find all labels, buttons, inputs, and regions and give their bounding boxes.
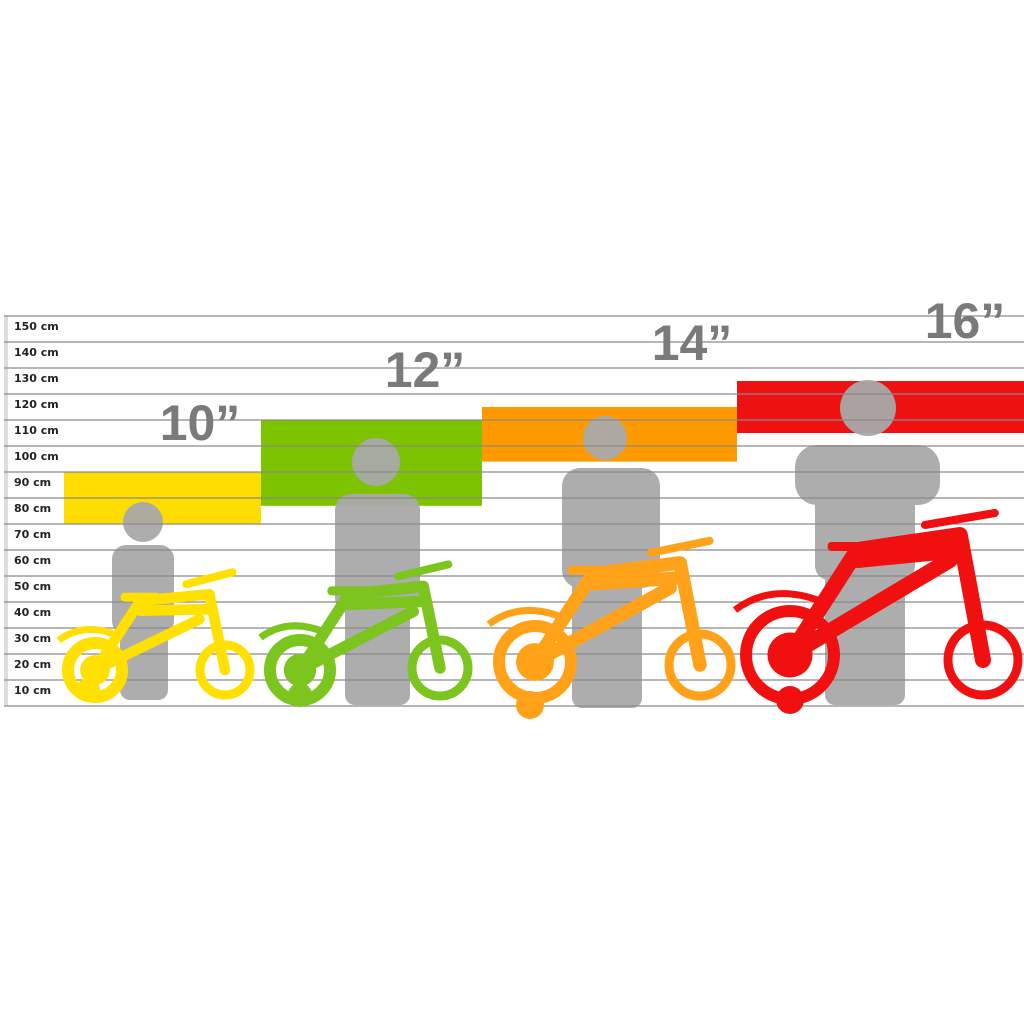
wheel-size-label: 14” <box>652 315 733 371</box>
y-tick-label: 60 cm <box>14 554 51 567</box>
y-tick-label: 70 cm <box>14 528 51 541</box>
y-tick-label: 90 cm <box>14 476 51 489</box>
saddle <box>120 592 161 602</box>
wheel-size-label: 16” <box>925 293 1006 349</box>
y-tick-label: 80 cm <box>14 502 51 515</box>
saddle <box>567 565 618 575</box>
y-tick-label: 10 cm <box>14 684 51 697</box>
wheel-size-label: 10” <box>160 395 241 451</box>
y-tick-label: 50 cm <box>14 580 51 593</box>
y-tick-label: 120 cm <box>14 398 59 411</box>
y-tick-label: 110 cm <box>14 424 59 437</box>
bicycle-icon <box>486 536 736 719</box>
y-tick-label: 30 cm <box>14 632 51 645</box>
y-tick-label: 40 cm <box>14 606 51 619</box>
bicycle-icon <box>732 509 1023 714</box>
handlebar <box>182 568 237 589</box>
saddle <box>827 542 888 551</box>
rear-fender <box>732 590 832 613</box>
size-labels: 10” 12” 14” 16” <box>160 293 1006 451</box>
y-tick-label: 130 cm <box>14 372 59 385</box>
handlebar <box>920 509 999 529</box>
rear-fender <box>258 622 331 641</box>
bicycle-icon <box>56 568 255 703</box>
saddle <box>327 586 371 596</box>
y-tick-label: 20 cm <box>14 658 51 671</box>
y-tick-label: 140 cm <box>14 346 59 359</box>
y-tick-label: 100 cm <box>14 450 59 463</box>
y-tick-label: 150 cm <box>14 320 59 333</box>
training-wheel <box>288 683 312 707</box>
training-wheel <box>516 691 544 719</box>
axis-labels: 10 cm 20 cm 30 cm 40 cm 50 cm 60 cm 70 cm 80 cm… <box>14 320 59 697</box>
training-wheel <box>76 678 100 702</box>
ruler-strip <box>4 316 8 706</box>
wheel-size-label: 12” <box>385 342 466 398</box>
rear-fender <box>486 607 571 628</box>
bicycle-icon <box>258 560 473 707</box>
training-wheel <box>776 686 804 714</box>
handlebar <box>646 536 714 557</box>
bicycles <box>56 509 1023 719</box>
rear-fender <box>56 626 123 644</box>
handlebar <box>394 560 453 581</box>
